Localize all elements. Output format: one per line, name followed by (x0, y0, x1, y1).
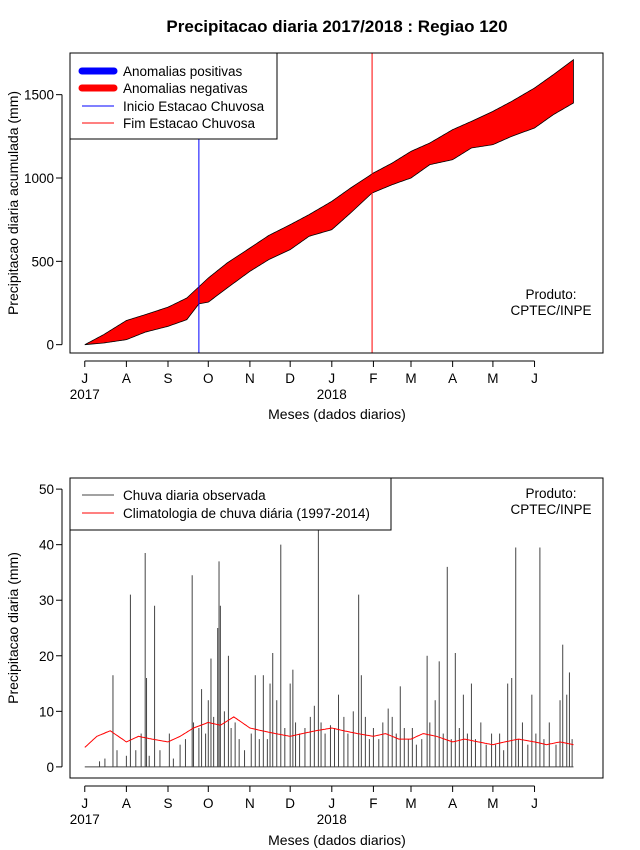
x-tick-label-2-1: A (122, 796, 131, 811)
anomaly-area-layer (84, 58, 574, 346)
chart-title: Precipitacao diaria 2017/2018 : Regiao 1… (166, 17, 507, 36)
y-tick-label-1-2: 1000 (24, 171, 54, 186)
x-tick-label-2-8: M (405, 796, 416, 811)
year-label-1-0: 2017 (70, 387, 100, 402)
x-tick-label-1-4: N (245, 371, 255, 386)
climatology-line-layer (84, 716, 574, 748)
y-tick-label-2-0: 0 (46, 760, 54, 775)
x-tick-label-2-6: J (328, 796, 335, 811)
legend-label-positive: Anomalias positivas (123, 64, 243, 79)
legend-1: Anomalias positivas Anomalias negativas … (69, 52, 278, 140)
accumulated-precipitation-panel: Precipitacao diaria 2017/2018 : Regiao 1… (5, 17, 604, 422)
x-tick-label-1-0: J (81, 371, 88, 386)
x-tick-label-2-2: S (163, 796, 172, 811)
x-axis-label-2: Meses (dados diarios) (268, 832, 406, 848)
product-label-2: Produto: (525, 486, 576, 501)
x-tick-label-2-4: N (245, 796, 255, 811)
y-tick-label-1-1: 500 (31, 254, 54, 269)
x-tick-label-1-2: S (163, 371, 172, 386)
product-label-1: Produto: (525, 287, 576, 302)
x-tick-label-2-11: J (531, 796, 538, 811)
legend-2: Chuva diaria observada Climatologia de c… (69, 477, 392, 531)
legend-box-2 (69, 477, 392, 531)
x-tick-label-1-3: O (203, 371, 214, 386)
x-tick-label-1-1: A (122, 371, 131, 386)
y-tick-label-1-3: 1500 (24, 88, 54, 103)
negative-anomaly-area (84, 58, 574, 346)
legend-label-climatology: Climatologia de chuva diária (1997-2014) (123, 506, 370, 521)
product-source-2: CPTEC/INPE (510, 502, 591, 517)
y-axis-label-2: Precipitacao diaria (mm) (5, 552, 21, 704)
x-tick-label-1-10: M (487, 371, 498, 386)
observed-bars-layer (84, 525, 574, 768)
legend-label-end: Fim Estacao Chuvosa (123, 116, 256, 131)
x-tick-label-1-9: A (448, 371, 457, 386)
legend-label-observed: Chuva diaria observada (123, 488, 266, 503)
x-tick-label-2-0: J (81, 796, 88, 811)
legend-label-negative: Anomalias negativas (123, 81, 248, 96)
y-tick-label-2-5: 50 (39, 482, 54, 497)
x-axis-label-1: Meses (dados diarios) (268, 406, 406, 422)
x-tick-label-2-5: D (285, 796, 295, 811)
y-tick-label-2-3: 30 (39, 593, 54, 608)
y-tick-label-2-1: 10 (39, 704, 54, 719)
legend-box-1 (69, 52, 278, 140)
year-label-1-1: 2018 (317, 387, 347, 402)
y-tick-label-1-0: 0 (46, 338, 54, 353)
x-tick-label-1-5: D (285, 371, 295, 386)
climatology-line (84, 716, 574, 748)
x-tick-label-1-8: M (405, 371, 416, 386)
x-tick-label-1-6: J (328, 371, 335, 386)
plot-frame-1 (69, 52, 604, 354)
y-axis-label-1: Precipitacao diaria acumulada (mm) (5, 91, 21, 315)
x-tick-label-2-10: M (487, 796, 498, 811)
x-tick-label-2-9: A (448, 796, 457, 811)
legend-label-start: Inicio Estacao Chuvosa (123, 99, 265, 114)
y-tick-label-2-4: 40 (39, 538, 54, 553)
x-tick-label-1-7: F (369, 371, 377, 386)
x-tick-label-2-3: O (203, 796, 214, 811)
y-tick-label-2-2: 20 (39, 649, 54, 664)
product-source-1: CPTEC/INPE (510, 303, 591, 318)
year-label-2-1: 2018 (317, 812, 347, 827)
x-tick-label-2-7: F (369, 796, 377, 811)
year-label-2-0: 2017 (70, 812, 100, 827)
x-tick-label-1-11: J (531, 371, 538, 386)
